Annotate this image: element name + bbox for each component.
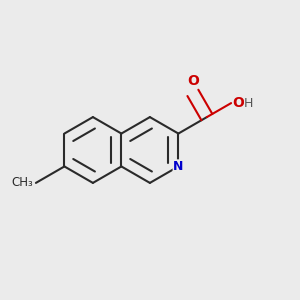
Text: CH₃: CH₃ [11,176,33,189]
Text: N: N [173,160,184,173]
Text: O: O [187,74,199,88]
Text: H: H [244,97,253,110]
Text: O: O [232,96,244,110]
